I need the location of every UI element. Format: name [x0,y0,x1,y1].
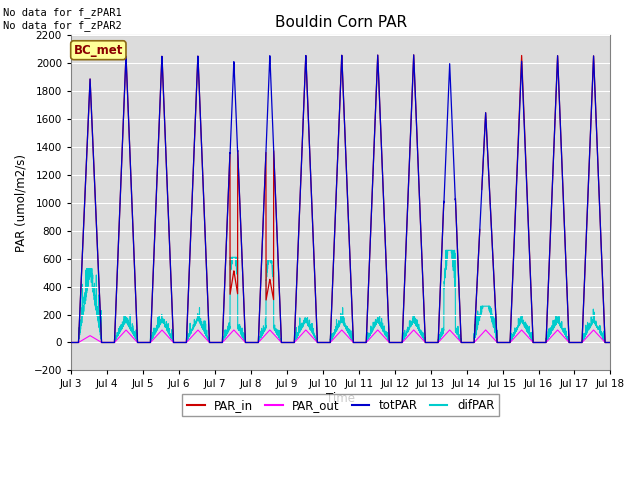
Legend: PAR_in, PAR_out, totPAR, difPAR: PAR_in, PAR_out, totPAR, difPAR [182,394,499,417]
Text: BC_met: BC_met [74,44,123,57]
X-axis label: Time: Time [326,392,355,405]
Text: No data for f_zPAR1
No data for f_zPAR2: No data for f_zPAR1 No data for f_zPAR2 [3,7,122,31]
Title: Bouldin Corn PAR: Bouldin Corn PAR [275,15,407,30]
Y-axis label: PAR (umol/m2/s): PAR (umol/m2/s) [15,154,28,252]
